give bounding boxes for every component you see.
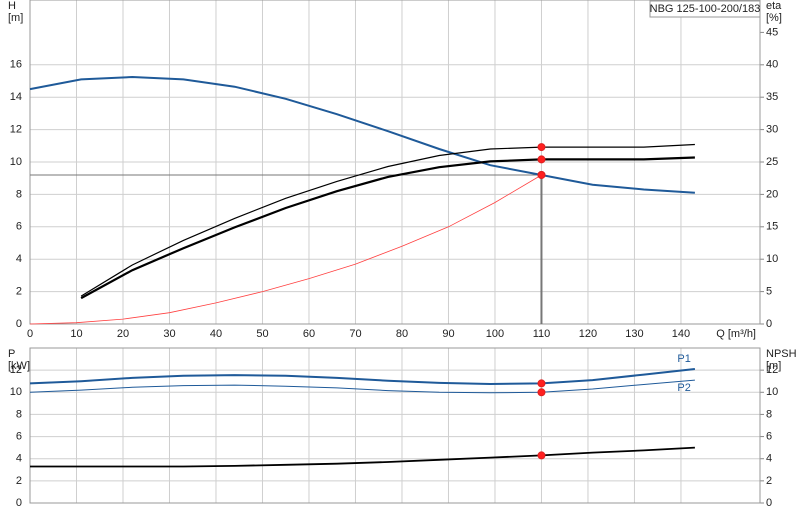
- y2-tick-label: 20: [766, 188, 778, 200]
- y2-tick-label: 25: [766, 156, 778, 168]
- chart-title: NBG 125-100-200/183: [650, 3, 761, 15]
- y2-tick-label: 8: [766, 408, 772, 420]
- y-tick-label: 4: [16, 453, 22, 465]
- y2-tick-label: 2: [766, 475, 772, 487]
- y-tick-label: 10: [10, 156, 22, 168]
- y-tick-label: 14: [10, 91, 22, 103]
- y-tick-label: 2: [16, 475, 22, 487]
- y-tick-label: 8: [16, 188, 22, 200]
- y2-tick-label: 10: [766, 386, 778, 398]
- y2-tick-label: 35: [766, 91, 778, 103]
- y-tick-label: 0: [16, 318, 22, 330]
- x-tick-label: 60: [303, 328, 315, 340]
- x-tick-label: 30: [163, 328, 175, 340]
- x-tick-label: 130: [625, 328, 643, 340]
- x-tick-label: 140: [672, 328, 690, 340]
- duty-marker: [537, 379, 546, 388]
- x-tick-label: 0: [27, 328, 33, 340]
- y-axis-label: H: [8, 0, 16, 12]
- x-tick-label: 20: [117, 328, 129, 340]
- x-tick-label: 80: [396, 328, 408, 340]
- series-line: [29, 174, 542, 325]
- y-tick-label: 2: [16, 286, 22, 298]
- duty-marker: [537, 451, 546, 460]
- series-line: [80, 156, 695, 300]
- y-tick-label: 16: [10, 59, 22, 71]
- y2-tick-label: 40: [766, 59, 778, 71]
- y2-axis-label: eta: [766, 0, 782, 12]
- y-tick-label: 10: [10, 386, 22, 398]
- series-label: P2: [677, 382, 690, 394]
- plot-frame: [29, 347, 761, 504]
- series-line: [30, 446, 695, 468]
- title-box: [649, 0, 761, 18]
- y2-tick-label: 45: [766, 26, 778, 38]
- y2-tick-label: 4: [766, 453, 772, 465]
- x-tick-label: 50: [256, 328, 268, 340]
- y-tick-label: 4: [16, 253, 22, 265]
- y2-tick-label: 6: [766, 430, 772, 442]
- y-tick-label: 12: [10, 364, 22, 376]
- series-label: P1: [677, 353, 690, 365]
- duty-marker: [537, 143, 546, 152]
- duty-marker: [537, 170, 546, 179]
- y2-tick-label: 5: [766, 286, 772, 298]
- y-axis-unit: [m]: [8, 12, 23, 24]
- y2-tick-label: 30: [766, 124, 778, 136]
- x-tick-label: 70: [349, 328, 361, 340]
- x-tick-label: 90: [442, 328, 454, 340]
- y-tick-label: 12: [10, 124, 22, 136]
- x-tick-label: 100: [486, 328, 504, 340]
- y-tick-label: 8: [16, 408, 22, 420]
- series-line: [29, 368, 696, 386]
- x-tick-label: 110: [533, 328, 551, 340]
- series-line: [29, 379, 695, 394]
- y2-tick-label: 10: [766, 253, 778, 265]
- y2-axis-unit: [m]: [766, 360, 781, 372]
- y2-axis-unit: [%]: [766, 12, 782, 24]
- duty-marker: [537, 388, 546, 397]
- x-tick-label: 120: [579, 328, 597, 340]
- y2-axis-label: NPSH: [766, 348, 797, 360]
- x-tick-label: 40: [210, 328, 222, 340]
- series-line: [80, 143, 695, 297]
- y2-tick-label: 12: [766, 364, 778, 376]
- y-tick-label: 6: [16, 221, 22, 233]
- y-axis-label: P: [8, 348, 15, 360]
- y-axis-unit: [kW]: [8, 360, 30, 372]
- x-axis-label: Q [m³/h]: [716, 328, 756, 340]
- y2-tick-label: 0: [766, 497, 772, 509]
- x-tick-label: 10: [70, 328, 82, 340]
- y2-tick-label: 15: [766, 221, 778, 233]
- series-line: [29, 75, 695, 194]
- y2-tick-label: 0: [766, 318, 772, 330]
- y-tick-label: 0: [16, 497, 22, 509]
- y-tick-label: 6: [16, 430, 22, 442]
- duty-marker: [537, 155, 546, 164]
- plot-frame: [29, 0, 761, 325]
